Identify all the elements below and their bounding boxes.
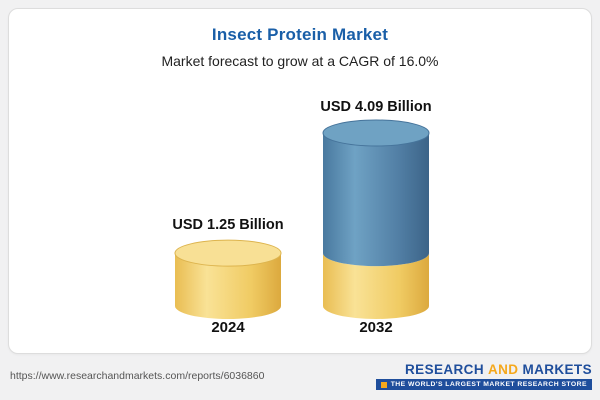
logo-wordmark: RESEARCH AND MARKETS — [405, 362, 592, 377]
logo-word-and: AND — [487, 362, 519, 377]
bar-value-label-2024: USD 1.25 Billion — [172, 217, 284, 233]
logo-accent-mark — [380, 381, 387, 388]
chart-title: Insect Protein Market — [211, 25, 389, 44]
logo-word-markets: MARKETS — [522, 362, 592, 377]
cylinder-chart — [174, 119, 430, 319]
bar-value-label-2032: USD 4.09 Billion — [320, 99, 432, 115]
research-and-markets-logo[interactable]: RESEARCH AND MARKETS THE WORLD'S LARGEST M… — [375, 362, 592, 390]
chart-subtitle: Market forecast to grow at a CAGR of 16.… — [161, 53, 439, 69]
axis-label-2024: 2024 — [211, 319, 245, 336]
chart-card: Insect Protein Market Market forecast to… — [8, 8, 592, 354]
logo-tagline-bar: THE WORLD'S LARGEST MARKET RESEARCH STOR… — [375, 379, 592, 390]
footer: https://www.researchandmarkets.com/repor… — [10, 356, 592, 396]
cylinder-bar-chart: USD 1.25 Billion USD 4.09 Billion 2024 2… — [9, 9, 591, 353]
report-url-link[interactable]: https://www.researchandmarkets.com/repor… — [10, 370, 265, 382]
axis-label-2032: 2032 — [359, 319, 393, 336]
logo-word-research: RESEARCH — [405, 362, 484, 377]
logo-tagline: THE WORLD'S LARGEST MARKET RESEARCH STOR… — [390, 381, 587, 388]
